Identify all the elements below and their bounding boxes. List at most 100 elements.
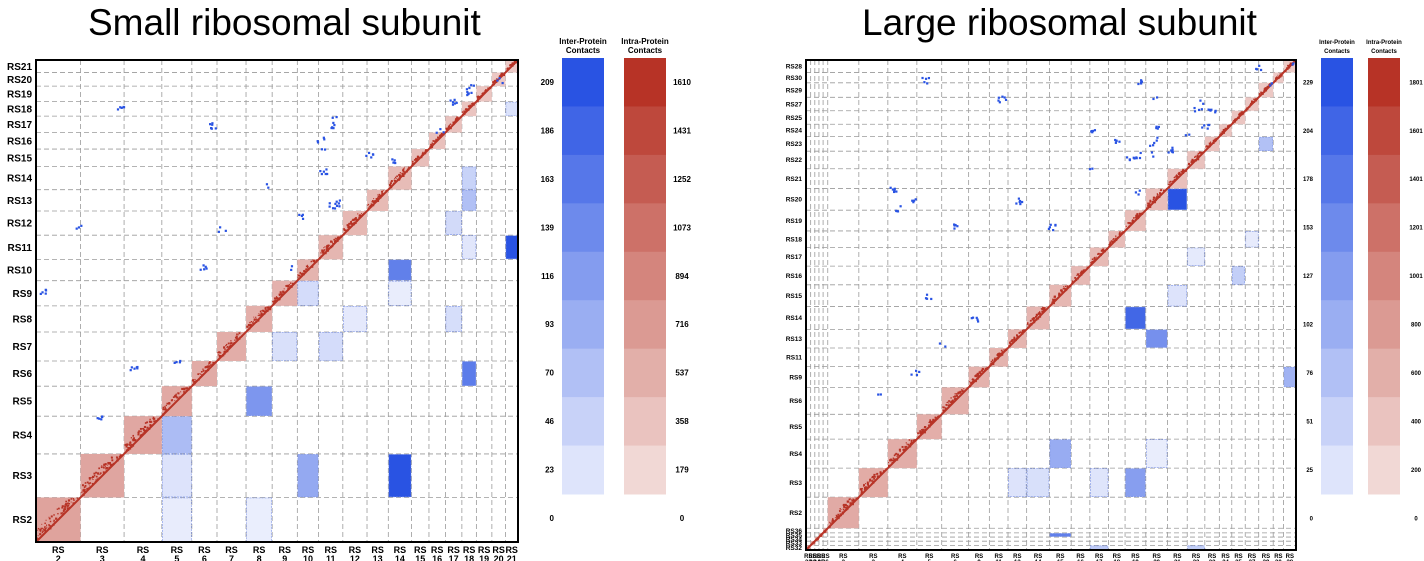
intra-contact-point xyxy=(66,505,68,507)
intra-contact-point xyxy=(280,293,282,296)
intra-contact-point xyxy=(88,482,90,485)
inter-protein-cell xyxy=(1258,136,1274,151)
intra-contact-point xyxy=(1053,299,1055,301)
intra-contact-point xyxy=(1023,329,1025,332)
intra-contact-point xyxy=(353,219,355,221)
intra-contact-point xyxy=(326,247,329,250)
legend-swatch xyxy=(624,397,666,447)
intra-contact-point xyxy=(126,443,129,445)
inter-contact-point xyxy=(370,156,373,159)
intra-contact-point xyxy=(1053,295,1056,298)
inter-protein-cell xyxy=(388,280,412,306)
intra-contact-point xyxy=(1076,273,1079,276)
intra-contact-point xyxy=(193,380,196,383)
legend-title: Contacts xyxy=(628,46,663,55)
intra-contact-point xyxy=(1149,199,1152,202)
intra-contact-point xyxy=(865,483,867,485)
intra-contact-point xyxy=(944,407,947,410)
intra-contact-point xyxy=(306,267,309,269)
intra-contact-point xyxy=(202,369,205,372)
inter-contact-point xyxy=(912,199,916,202)
intra-contact-point xyxy=(92,475,95,479)
intra-contact-point xyxy=(176,397,178,399)
intra-contact-point xyxy=(288,284,290,286)
intra-contact-point xyxy=(448,124,451,126)
intra-contact-point xyxy=(72,497,75,500)
intra-contact-point xyxy=(177,392,180,395)
intra-contact-point xyxy=(281,293,284,296)
legend-swatch xyxy=(1368,348,1400,398)
intra-contact-point xyxy=(844,503,847,507)
inter-contact-point xyxy=(335,200,338,203)
legend-swatch xyxy=(624,300,666,350)
inter-contact-point xyxy=(470,84,473,87)
intra-contact-point xyxy=(1213,139,1215,141)
intra-contact-point xyxy=(81,491,83,493)
diagonal-line xyxy=(805,59,1297,551)
inter-contact-point xyxy=(921,76,924,80)
intra-contact-point xyxy=(872,479,874,481)
intra-contact-point xyxy=(1009,342,1011,344)
y-tick-label: RS2 xyxy=(13,515,33,526)
intra-contact-point xyxy=(151,421,153,423)
x-tick-label: RS5 xyxy=(925,554,933,561)
inter-contact-point xyxy=(451,101,455,104)
intra-contact-point xyxy=(141,428,143,430)
inter-contact-point xyxy=(1049,223,1052,226)
y-tick-label: RS6 xyxy=(789,398,802,405)
intra-contact-point xyxy=(1168,183,1171,185)
intra-contact-point xyxy=(1196,156,1198,159)
intra-contact-point xyxy=(1269,83,1272,86)
intra-contact-point xyxy=(961,389,963,391)
inter-protein-cell xyxy=(297,280,319,306)
legend-tick-label: 1201 xyxy=(1409,226,1423,232)
intra-contact-point xyxy=(860,490,863,493)
inter-contact-point xyxy=(129,369,132,372)
inter-protein-cell xyxy=(1145,329,1168,348)
intra-contact-point xyxy=(904,445,907,449)
intra-contact-point xyxy=(137,433,140,436)
inter-contact-point xyxy=(1171,148,1174,152)
intra-contact-point xyxy=(146,421,149,424)
inter-protein-cell xyxy=(1245,231,1259,248)
intra-contact-point xyxy=(95,471,97,474)
inter-contact-point xyxy=(1208,108,1211,112)
inter-contact-point xyxy=(267,186,270,189)
intra-contact-point xyxy=(1238,114,1240,116)
inter-contact-point xyxy=(1157,125,1160,129)
intra-contact-point xyxy=(968,381,970,383)
intra-contact-point xyxy=(1201,151,1203,154)
intra-contact-point xyxy=(205,367,207,369)
intra-contact-point xyxy=(148,420,151,423)
inter-protein-cell xyxy=(388,454,412,498)
inter-protein-cell xyxy=(1145,439,1168,468)
intra-contact-point xyxy=(266,306,269,309)
inter-contact-point xyxy=(1214,111,1217,114)
intra-contact-point xyxy=(851,500,854,502)
intra-contact-point xyxy=(329,244,331,246)
inter-contact-point xyxy=(976,318,979,321)
intra-contact-point xyxy=(840,509,842,511)
inter-contact-point xyxy=(1188,133,1191,136)
inter-protein-cell xyxy=(343,306,367,332)
inter-contact-point xyxy=(1088,168,1092,171)
intra-contact-point xyxy=(249,321,251,324)
intra-contact-point xyxy=(1132,217,1135,219)
inter-contact-point xyxy=(204,265,207,268)
intra-contact-point xyxy=(66,507,69,510)
intra-contact-point xyxy=(1091,261,1093,263)
intra-contact-point xyxy=(920,429,923,431)
intra-contact-point xyxy=(951,400,954,403)
intra-contact-point xyxy=(267,306,270,309)
intra-contact-point xyxy=(65,500,68,503)
inter-contact-point xyxy=(332,127,335,130)
intra-contact-point xyxy=(86,481,89,484)
intra-contact-point xyxy=(346,224,349,227)
intra-contact-point xyxy=(1010,340,1013,343)
intra-contact-point xyxy=(837,513,840,516)
intra-contact-point xyxy=(1033,317,1036,319)
intra-contact-point xyxy=(111,459,114,462)
intra-contact-point xyxy=(133,438,135,440)
